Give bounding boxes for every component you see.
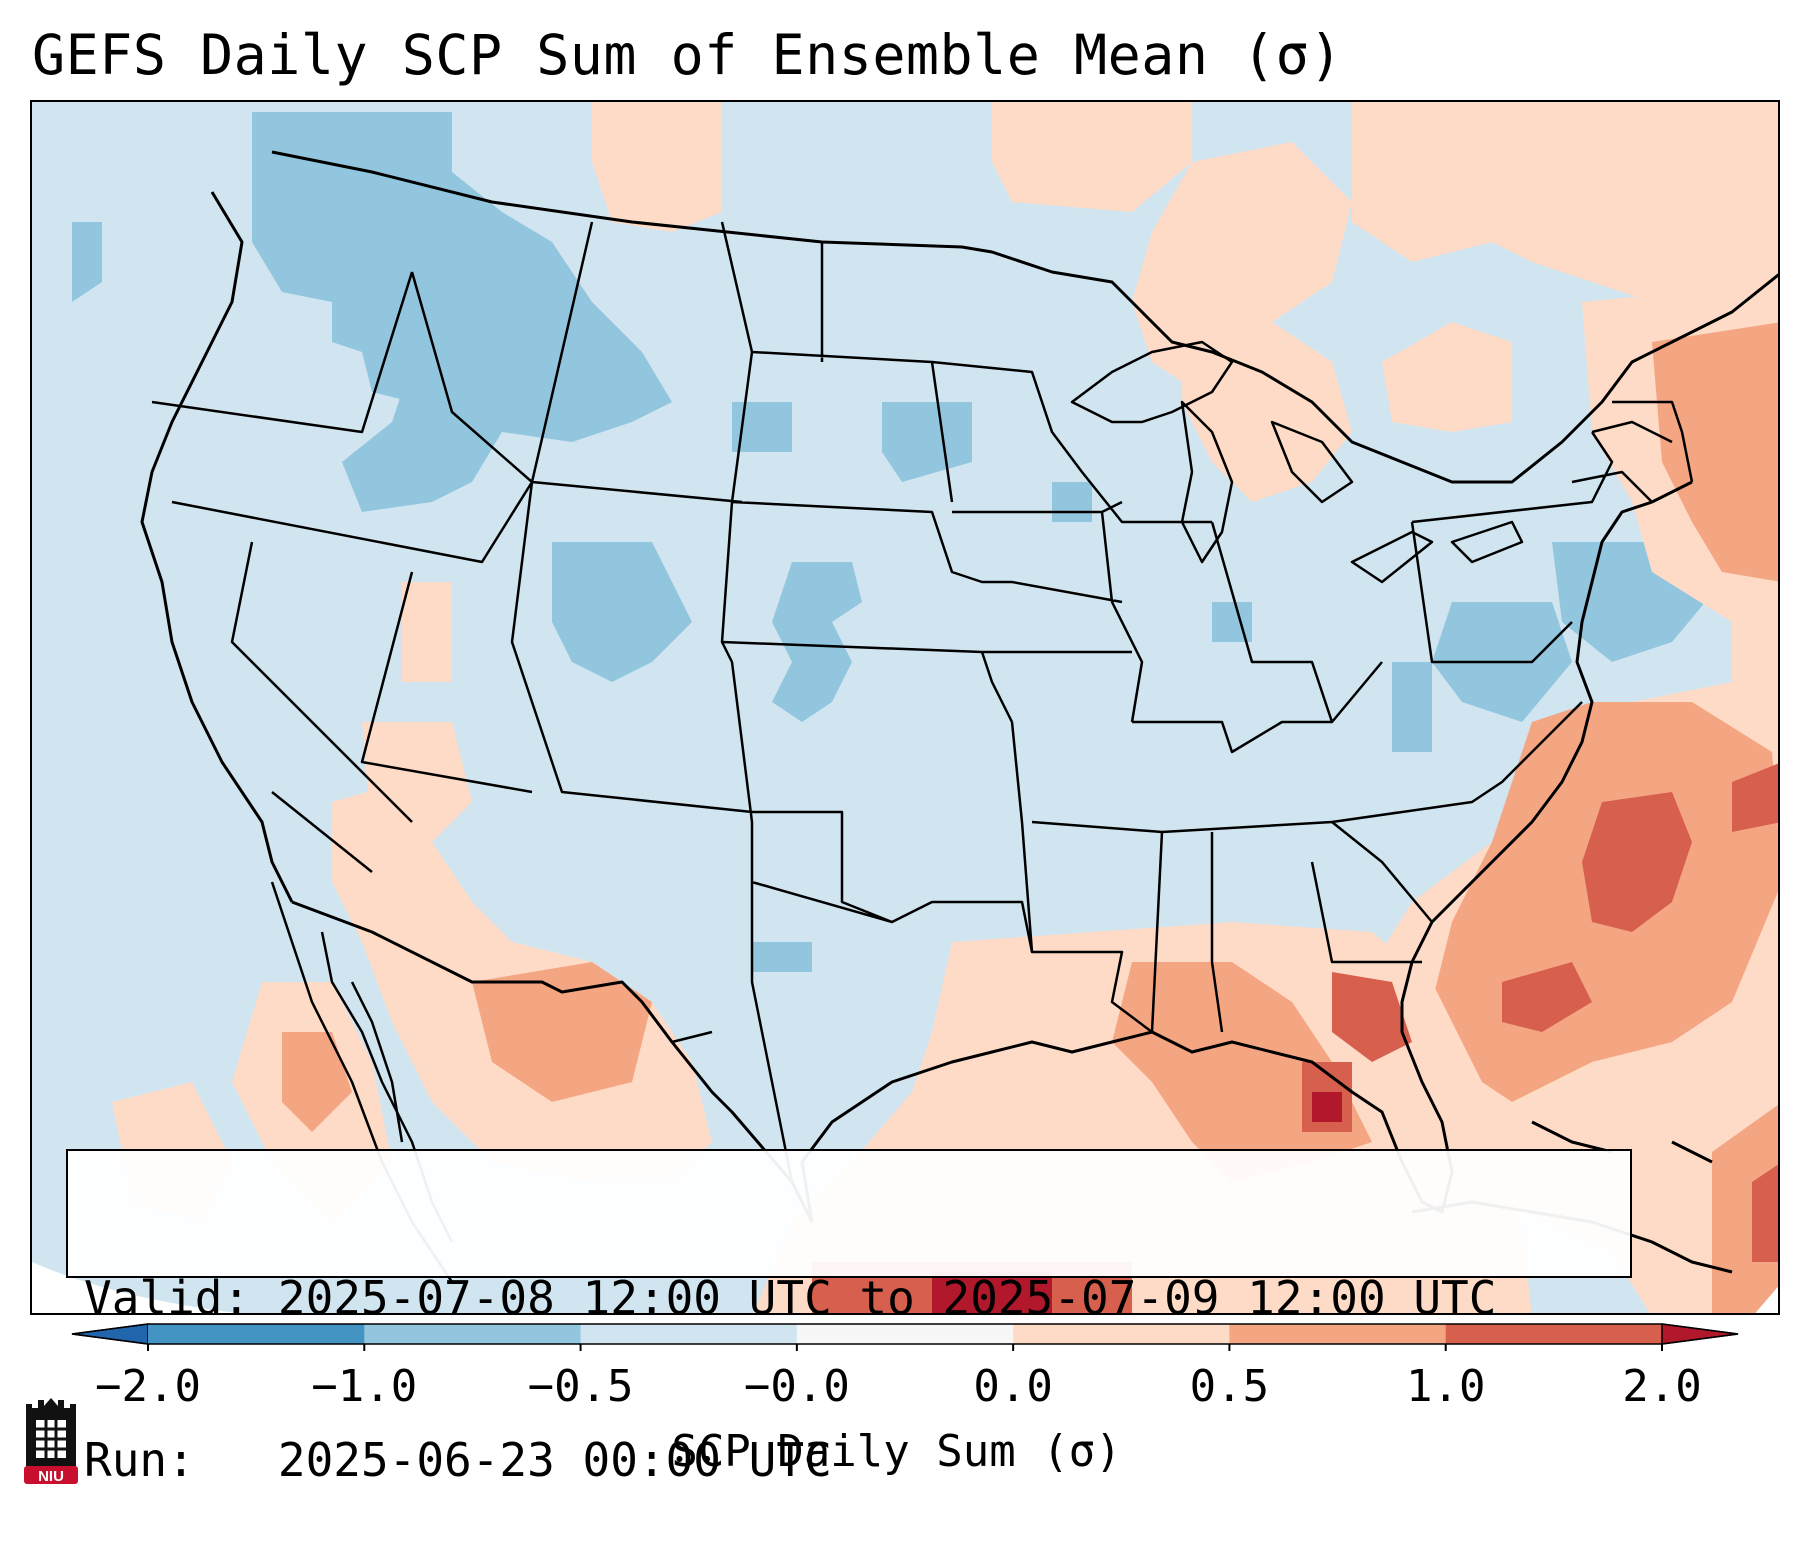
anomaly-cell <box>1332 972 1412 1062</box>
west-coastline <box>140 191 294 903</box>
anomaly-cell <box>772 562 862 722</box>
colorbar-label-text: SCP Daily Sum (σ) <box>671 1426 1122 1477</box>
colorbar-bin <box>796 1324 1014 1344</box>
anomaly-cell <box>402 582 452 682</box>
anomaly-cell <box>932 1272 1052 1313</box>
anomaly-cell <box>32 1262 237 1313</box>
anomaly-cell <box>1052 482 1092 522</box>
anomaly-cell <box>732 402 792 452</box>
anomaly-cell <box>1755 1286 1778 1313</box>
niu-logo-text: NIU <box>38 1468 64 1485</box>
valid-run-info-box: Valid: 2025-07-08 12:00 UTC to 2025-07-0… <box>66 1149 1632 1487</box>
colorbar-bin <box>580 1324 798 1344</box>
anomaly-cell <box>1312 1092 1342 1122</box>
colorbar-tick-label: 2.0 <box>1622 1361 1702 1412</box>
gulf-coastline <box>800 961 1454 1223</box>
anomaly-cell <box>552 542 692 682</box>
anomaly-cell <box>1752 1164 1778 1262</box>
anomaly-cell <box>72 222 102 302</box>
colorbar-under-extend <box>71 1323 149 1345</box>
anomaly-cell <box>882 402 972 482</box>
anomaly-cell <box>1392 662 1432 752</box>
anomaly-cell <box>1582 792 1692 932</box>
anomaly-cell <box>752 942 812 972</box>
anomaly-cell <box>1212 602 1252 642</box>
anomaly-cell <box>1502 962 1592 1032</box>
valid-time-line: Valid: 2025-07-08 12:00 UTC to 2025-07-0… <box>84 1271 1630 1325</box>
colorbar-bin <box>364 1324 582 1344</box>
colorbar-tick-label: 0.0 <box>973 1361 1053 1412</box>
colorbar-bin <box>148 1324 365 1344</box>
valid-time-value: 2025-07-08 12:00 UTC to 2025-07-09 12:00… <box>277 1271 1497 1325</box>
anomaly-cell <box>1732 763 1778 832</box>
atlantic-coastline <box>1410 480 1693 963</box>
scp-map <box>32 102 1778 1313</box>
great-lakes <box>1070 340 1524 584</box>
anomaly-cell <box>362 722 472 862</box>
colorbar-over-extend <box>1661 1323 1739 1345</box>
anomaly-cell <box>1382 322 1512 432</box>
anomaly-cell <box>1182 322 1352 502</box>
niu-logo: NIU <box>24 1398 78 1485</box>
colorbar-tick-label: −0.5 <box>527 1361 634 1412</box>
colorbar-tick-label: −1.0 <box>311 1361 418 1412</box>
anomaly-cell <box>342 222 502 512</box>
anomaly-field <box>32 102 1778 1313</box>
map-panel <box>30 100 1780 1315</box>
us-mexico-border <box>291 900 814 1223</box>
anomaly-cell <box>472 962 652 1102</box>
colorbar <box>71 1323 1739 1351</box>
colorbar-label: SCP Daily Sum (σ) <box>0 1425 1803 1479</box>
anomaly-cell <box>592 102 722 232</box>
colorbar-tick-label: −2.0 <box>95 1361 201 1412</box>
state-boundaries <box>151 221 1694 1183</box>
colorbar-bin <box>1013 1324 1230 1344</box>
colorbar-bin <box>1229 1324 1447 1344</box>
anomaly-cell <box>1652 322 1778 582</box>
colorbar-bin <box>1445 1324 1663 1344</box>
run-time-value: 2025-06-23 00:00 UTC <box>277 1433 832 1487</box>
map-title: GEFS Daily SCP Sum of Ensemble Mean (σ) <box>32 23 1343 87</box>
run-label: Run: <box>84 1433 195 1487</box>
colorbar-tick-label: 0.5 <box>1189 1361 1270 1412</box>
political-boundaries <box>140 150 1778 1283</box>
anomaly-cell <box>992 102 1192 212</box>
valid-label: Valid: <box>84 1271 251 1325</box>
colorbar-tick-label: 1.0 <box>1405 1361 1486 1412</box>
us-canada-border <box>271 150 1778 484</box>
run-time-line: Run: 2025-06-23 00:00 UTC <box>84 1433 1630 1487</box>
anomaly-cell <box>282 1032 352 1132</box>
colorbar-tick-label: −0.0 <box>743 1361 850 1412</box>
